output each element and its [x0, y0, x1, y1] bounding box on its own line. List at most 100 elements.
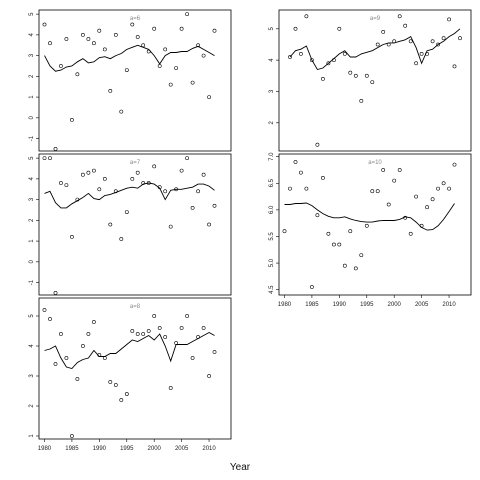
data-point — [168, 82, 173, 87]
y-tick-label: 7.0 — [269, 152, 275, 161]
data-point — [179, 26, 184, 31]
data-point — [190, 356, 195, 360]
data-point — [212, 28, 217, 33]
data-point — [436, 42, 441, 47]
data-point — [152, 26, 157, 31]
data-point — [124, 210, 129, 215]
data-point — [108, 89, 113, 93]
data-point — [152, 314, 157, 318]
data-point — [359, 99, 364, 103]
y-tick-label: 5 — [269, 26, 275, 30]
y-tick-label: 5 — [29, 156, 35, 160]
data-point — [113, 383, 118, 387]
data-point — [419, 52, 424, 56]
data-point — [408, 231, 413, 236]
y-tick-label: 3 — [29, 53, 35, 57]
data-point — [397, 14, 402, 19]
data-point — [282, 229, 287, 234]
data-point — [320, 77, 325, 81]
data-point — [174, 187, 179, 192]
y-tick-label: 5 — [29, 12, 35, 16]
data-point — [179, 168, 184, 173]
data-point — [293, 160, 298, 164]
x-axis-title: Year — [230, 462, 251, 473]
data-point — [370, 80, 375, 85]
data-point — [48, 41, 52, 46]
trend-line — [284, 202, 455, 231]
data-point — [353, 73, 358, 78]
data-point — [185, 156, 190, 161]
data-point — [353, 266, 358, 271]
data-point — [315, 142, 320, 147]
data-point — [97, 28, 102, 33]
data-point — [130, 176, 135, 181]
data-point — [309, 285, 314, 289]
data-point — [124, 392, 129, 396]
data-point — [196, 335, 201, 339]
panel-p7: a=7 -1 0 1 2 3 4 5 — [29, 153, 232, 296]
data-point — [64, 356, 69, 360]
x-tick-label: 1990 — [333, 302, 347, 308]
data-point — [108, 380, 113, 384]
data-point — [441, 36, 446, 41]
data-point — [70, 234, 74, 239]
panel-frame — [278, 9, 472, 152]
panel-frame — [38, 153, 232, 296]
panel-title: a=7 — [130, 160, 141, 166]
panel-p6: a=6 -1 0 1 2 3 4 5 — [29, 9, 232, 152]
y-tick-label: 0 — [29, 259, 35, 263]
y-tick-label: 1 — [29, 239, 35, 243]
data-point — [414, 194, 419, 199]
y-tick-label: 4.5 — [269, 285, 275, 294]
data-point — [92, 41, 96, 46]
y-tick-label: 1 — [29, 434, 35, 438]
data-point — [392, 39, 397, 44]
data-point — [70, 434, 74, 438]
data-point — [48, 156, 52, 161]
data-point — [190, 80, 195, 85]
data-point — [375, 189, 380, 194]
data-point — [386, 202, 391, 207]
data-point — [458, 36, 462, 41]
y-tick-label: 4 — [29, 344, 35, 348]
data-point — [135, 332, 140, 336]
data-point — [359, 253, 364, 258]
data-point — [293, 26, 298, 31]
x-tick-label: 2010 — [202, 446, 216, 452]
data-point — [174, 341, 179, 345]
data-point — [86, 37, 91, 41]
data-point — [381, 168, 386, 172]
data-point — [364, 73, 369, 78]
x-tick-label: 2000 — [388, 302, 402, 308]
data-point — [53, 290, 58, 295]
data-point — [113, 189, 118, 194]
data-point — [135, 170, 140, 175]
data-point — [130, 329, 135, 333]
data-point — [403, 215, 408, 220]
x-tick-label: 2000 — [148, 446, 162, 452]
data-point — [97, 187, 102, 192]
y-tick-label: 4 — [29, 177, 35, 181]
data-point — [141, 43, 146, 48]
data-point — [326, 231, 331, 236]
data-point — [179, 326, 184, 330]
data-point — [119, 109, 124, 114]
panel-frame — [278, 153, 472, 296]
data-point — [425, 52, 430, 56]
data-point — [207, 95, 212, 100]
y-tick-label: 3 — [29, 374, 35, 378]
data-point — [81, 172, 85, 177]
data-point — [408, 39, 413, 44]
y-tick-label: 6.5 — [269, 178, 275, 187]
panel-title: a=6 — [130, 16, 141, 22]
y-tick-label: 1 — [29, 95, 35, 99]
x-tick-label: 2005 — [415, 302, 429, 308]
data-point — [157, 185, 162, 190]
data-point — [146, 329, 151, 333]
data-point — [42, 308, 47, 312]
panel-p8: a=8 1 2 3 4 5 1980 1985 1990 1995 2000 2005 2010 — [29, 297, 232, 452]
data-point — [436, 186, 441, 191]
data-point — [342, 52, 347, 56]
data-point — [331, 242, 336, 247]
